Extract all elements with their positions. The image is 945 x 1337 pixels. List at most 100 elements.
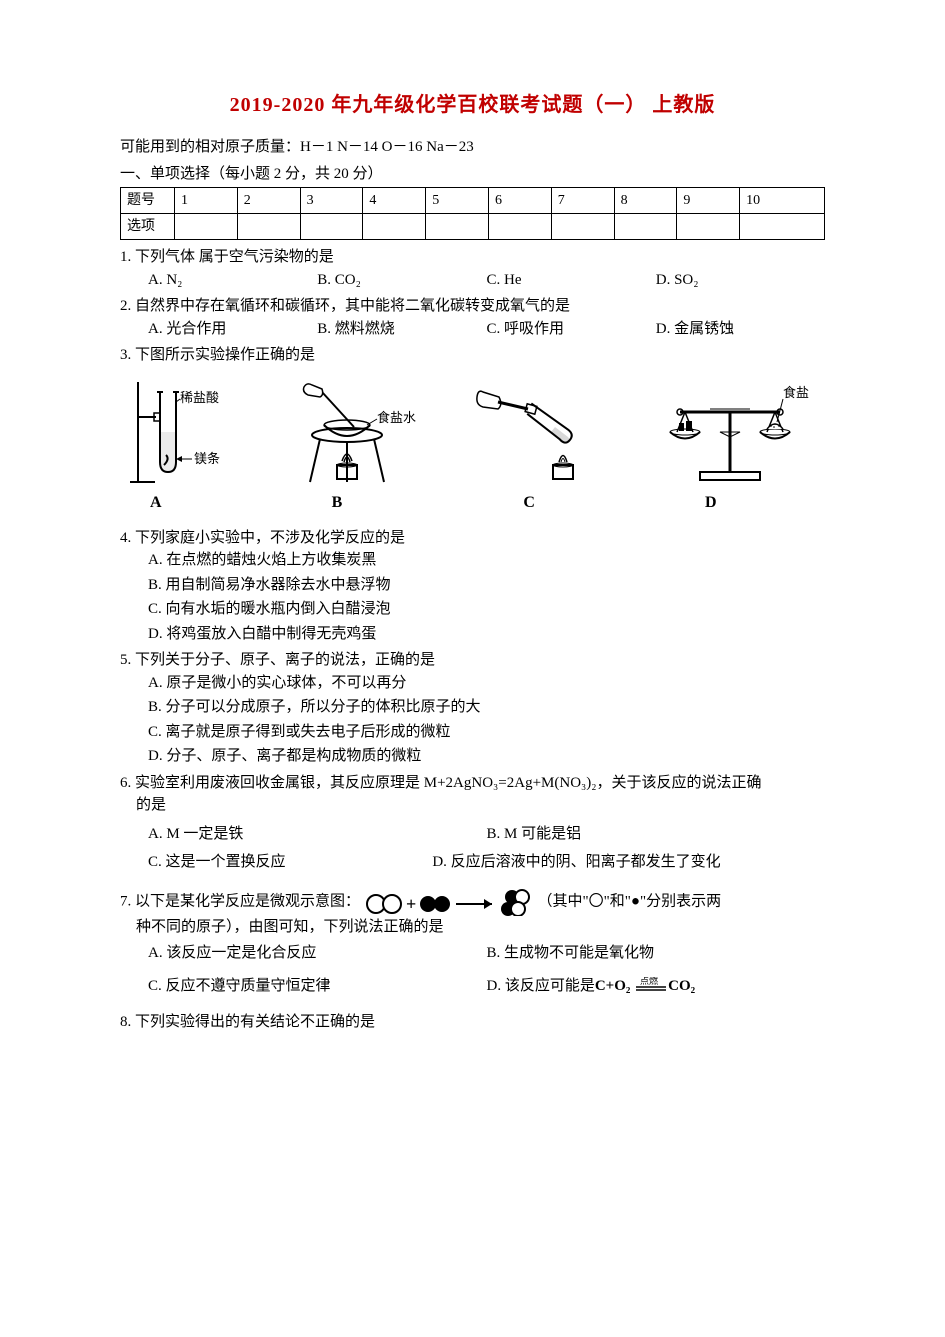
option-a: A. N₂ (148, 269, 317, 292)
options-row: A. M 一定是铁 B. M 可能是铝 (120, 823, 825, 846)
option-d: D. 该反应可能是C+O₂ 点燃 CO₂ (487, 975, 826, 998)
options-row: A. 该反应一定是化合反应 B. 生成物不可能是氧化物 (120, 942, 825, 965)
question-text: 8. 下列实验得出的有关结论不正确的是 (120, 1011, 825, 1034)
evaporation-icon: 食盐水 (282, 377, 432, 487)
answer-cell[interactable] (677, 214, 740, 240)
label-mg: 镁条 (194, 451, 220, 466)
col-num: 7 (551, 188, 614, 214)
diagram-c: C (473, 377, 613, 515)
answer-cell[interactable] (426, 214, 489, 240)
formula-left: C+O₂ (595, 978, 631, 994)
reaction-arrow-icon: 点燃 (634, 977, 668, 995)
options-row: A. N₂ B. CO₂ C. He D. SO₂ (120, 269, 825, 292)
heating-tube-icon (473, 377, 613, 487)
question-4: 4. 下列家庭小实验中，不涉及化学反应的是 A. 在点燃的蜡烛火焰上方收集炭黑 … (120, 527, 825, 646)
diagram-letter-a: A (130, 491, 240, 515)
question-7: 7. 以下是某化学反应是微观示意图： + （其中"〇"和"●"分别表示两 种不同… (120, 888, 825, 998)
question-text: 3. 下图所示实验操作正确的是 (120, 344, 825, 367)
question-text: 2. 自然界中存在氧循环和碳循环，其中能将二氧化碳转变成氧气的是 (120, 295, 825, 318)
diagram-a: 稀盐酸 镁条 A (130, 377, 240, 515)
question-text-cont: 的是 (120, 794, 825, 817)
option-d: D. SO₂ (656, 269, 825, 292)
answer-cell[interactable] (551, 214, 614, 240)
option-d-pre: D. 该反应可能是 (487, 978, 595, 994)
option-a: A. 光合作用 (148, 318, 317, 341)
options-row: A. 光合作用 B. 燃料燃烧 C. 呼吸作用 D. 金属锈蚀 (120, 318, 825, 341)
option-a: A. M 一定是铁 (148, 823, 487, 846)
option-c: C. 呼吸作用 (487, 318, 656, 341)
col-num: 2 (237, 188, 300, 214)
option-d: D. 金属锈蚀 (656, 318, 825, 341)
question-text: 6. 实验室利用废液回收金属银，其反应原理是 M+2AgNO₃=2Ag+M(NO… (120, 772, 825, 795)
row-label: 选项 (121, 214, 175, 240)
diagram-letter-d: D (655, 491, 815, 515)
answer-cell[interactable] (740, 214, 825, 240)
diagram-letter-c: C (473, 491, 613, 515)
col-num: 8 (614, 188, 677, 214)
table-row: 题号 1 2 3 4 5 6 7 8 9 10 (121, 188, 825, 214)
row-label: 题号 (121, 188, 175, 214)
question-5: 5. 下列关于分子、原子、离子的说法，正确的是 A. 原子是微小的实心球体，不可… (120, 649, 825, 768)
col-num: 6 (488, 188, 551, 214)
question-8: 8. 下列实验得出的有关结论不正确的是 (120, 1011, 825, 1034)
option-b: B. M 可能是铝 (487, 823, 826, 846)
label-saltwater: 食盐水 (377, 410, 416, 425)
option-d: D. 分子、原子、离子都是构成物质的微粒 (120, 745, 825, 768)
col-num: 10 (740, 188, 825, 214)
option-c: C. 向有水垢的暖水瓶内倒入白醋浸泡 (120, 598, 825, 621)
q7-pre: 7. 以下是某化学反应是微观示意图： (120, 893, 360, 909)
option-a: A. 在点燃的蜡烛火焰上方收集炭黑 (120, 549, 825, 572)
question-text: 7. 以下是某化学反应是微观示意图： + （其中"〇"和"●"分别表示两 (120, 888, 825, 916)
options-row: C. 这是一个置换反应 D. 反应后溶液中的阴、阳离子都发生了变化 (120, 851, 825, 874)
option-c: C. 反应不遵守质量守恒定律 (148, 975, 487, 998)
question-text: 4. 下列家庭小实验中，不涉及化学反应的是 (120, 527, 825, 550)
col-num: 9 (677, 188, 740, 214)
reaction-diagram-icon: + (364, 888, 534, 916)
col-num: 4 (363, 188, 426, 214)
label-salt: 食盐 (783, 385, 809, 400)
svg-text:+: + (406, 894, 416, 914)
atomic-mass-note: 可能用到的相对原子质量：H－1 N－14 O－16 Na－23 (120, 136, 825, 159)
question-6: 6. 实验室利用废液回收金属银，其反应原理是 M+2AgNO₃=2Ag+M(NO… (120, 772, 825, 874)
answer-cell[interactable] (614, 214, 677, 240)
answer-cell[interactable] (488, 214, 551, 240)
option-c: C. 离子就是原子得到或失去电子后形成的微粒 (120, 721, 825, 744)
col-num: 1 (175, 188, 238, 214)
answer-cell[interactable] (237, 214, 300, 240)
question-text: 1. 下列气体 属于空气污染物的是 (120, 246, 825, 269)
answer-cell[interactable] (363, 214, 426, 240)
table-row: 选项 (121, 214, 825, 240)
diagram-d: 食盐 D (655, 377, 815, 515)
question-text: 5. 下列关于分子、原子、离子的说法，正确的是 (120, 649, 825, 672)
option-d: D. 反应后溶液中的阴、阳离子都发生了变化 (432, 851, 825, 874)
svg-text:点燃: 点燃 (640, 977, 658, 986)
option-b: B. 用自制简易净水器除去水中悬浮物 (120, 574, 825, 597)
q7-mid: （其中"〇"和"●"分别表示两 (538, 893, 722, 909)
answer-cell[interactable] (300, 214, 363, 240)
question-text-cont: 种不同的原子），由图可知，下列说法正确的是 (120, 916, 825, 939)
option-c: C. 这是一个置换反应 (148, 851, 432, 874)
question-3: 3. 下图所示实验操作正确的是 稀盐酸 (120, 344, 825, 519)
option-b: B. 生成物不可能是氧化物 (487, 942, 826, 965)
col-num: 5 (426, 188, 489, 214)
col-num: 3 (300, 188, 363, 214)
option-a: A. 该反应一定是化合反应 (148, 942, 487, 965)
formula-right: CO₂ (668, 978, 695, 994)
test-tube-icon: 稀盐酸 镁条 (130, 377, 240, 487)
answer-grid-table: 题号 1 2 3 4 5 6 7 8 9 10 选项 (120, 187, 825, 240)
option-b: B. 分子可以分成原子，所以分子的体积比原子的大 (120, 696, 825, 719)
option-c: C. He (487, 269, 656, 292)
options-row: C. 反应不遵守质量守恒定律 D. 该反应可能是C+O₂ 点燃 CO₂ (120, 975, 825, 998)
page-title: 2019-2020 年九年级化学百校联考试题（一） 上教版 (120, 90, 825, 120)
diagram-b: 食盐水 B (282, 377, 432, 515)
option-a: A. 原子是微小的实心球体，不可以再分 (120, 672, 825, 695)
answer-cell[interactable] (175, 214, 238, 240)
diagram-letter-b: B (282, 491, 432, 515)
question-2: 2. 自然界中存在氧循环和碳循环，其中能将二氧化碳转变成氧气的是 A. 光合作用… (120, 295, 825, 340)
balance-scale-icon: 食盐 (655, 377, 815, 487)
section-1-header: 一、单项选择（每小题 2 分，共 20 分） (120, 163, 825, 186)
option-b: B. CO₂ (317, 269, 486, 292)
option-d: D. 将鸡蛋放入白醋中制得无壳鸡蛋 (120, 623, 825, 646)
question-1: 1. 下列气体 属于空气污染物的是 A. N₂ B. CO₂ C. He D. … (120, 246, 825, 291)
diagram-row: 稀盐酸 镁条 A (120, 367, 825, 519)
